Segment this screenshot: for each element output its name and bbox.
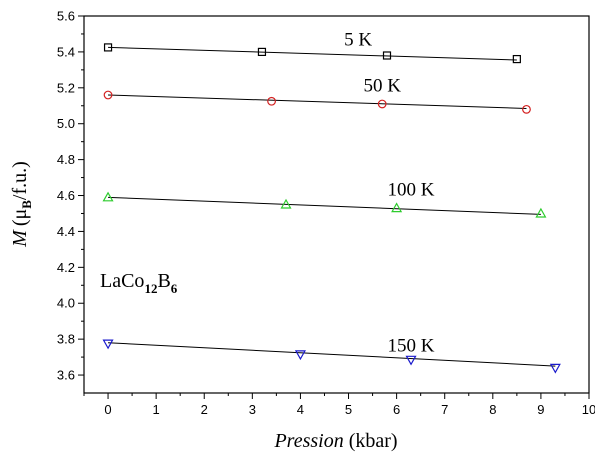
x-tick-label: 3 [249,402,256,417]
data-point-50k [267,96,276,106]
y-tick-label: 4.6 [57,188,75,203]
y-tick-label: 4.8 [57,152,75,167]
y-tick-label: 4.2 [57,260,75,275]
series-label-150k: 150 K [388,336,435,357]
y-axis-title: M(μB/f.u.) [9,161,34,248]
data-point-100k [102,191,114,202]
fit-line-50k [108,94,527,109]
y-tick-label: 5.2 [57,80,75,95]
fit-line-5k [108,46,517,61]
data-point-150k [549,363,561,374]
data-point-100k [535,207,547,218]
data-point-5k [382,51,392,60]
data-point-5k [512,54,521,64]
y-tick-label: 5.0 [57,116,75,131]
x-axis-title: Pression (kbar) [273,430,397,452]
fit-line-100k [108,196,541,215]
data-point-50k [377,99,387,109]
series-label-5k: 5 K [344,30,372,51]
y-tick-label: 4.4 [57,224,75,239]
data-point-5k [257,47,267,57]
x-tick-label: 1 [153,402,160,417]
x-tick-label: 4 [297,402,304,417]
x-tick-label: 9 [537,402,544,417]
y-tick-label: 5.4 [57,44,75,59]
x-tick-label: 10 [582,402,595,417]
data-point-100k [280,198,292,209]
x-tick-label: 7 [441,402,448,417]
data-point-50k [522,104,531,114]
x-tick-label: 5 [345,402,352,417]
y-tick-label: 5.6 [57,9,75,24]
x-tick-label: 0 [104,402,111,417]
data-point-150k [102,339,114,350]
plot-frame [83,15,590,394]
y-tick-label: 3.8 [57,332,75,347]
data-point-50k [103,90,113,100]
data-point-150k [294,350,306,361]
data-point-150k [405,355,417,366]
data-point-100k [391,202,403,213]
x-tick-label: 6 [393,402,400,417]
sample-formula-label: LaCo12B6 [100,270,178,296]
x-tick-label: 8 [489,402,496,417]
series-label-100k: 100 K [388,180,435,201]
fit-line-150k [108,342,556,367]
data-point-5k [103,43,113,52]
y-tick-label: 4.0 [57,296,75,311]
x-tick-label: 2 [201,402,208,417]
y-tick-label: 3.6 [57,368,75,383]
series-label-50k: 50 K [363,75,401,96]
